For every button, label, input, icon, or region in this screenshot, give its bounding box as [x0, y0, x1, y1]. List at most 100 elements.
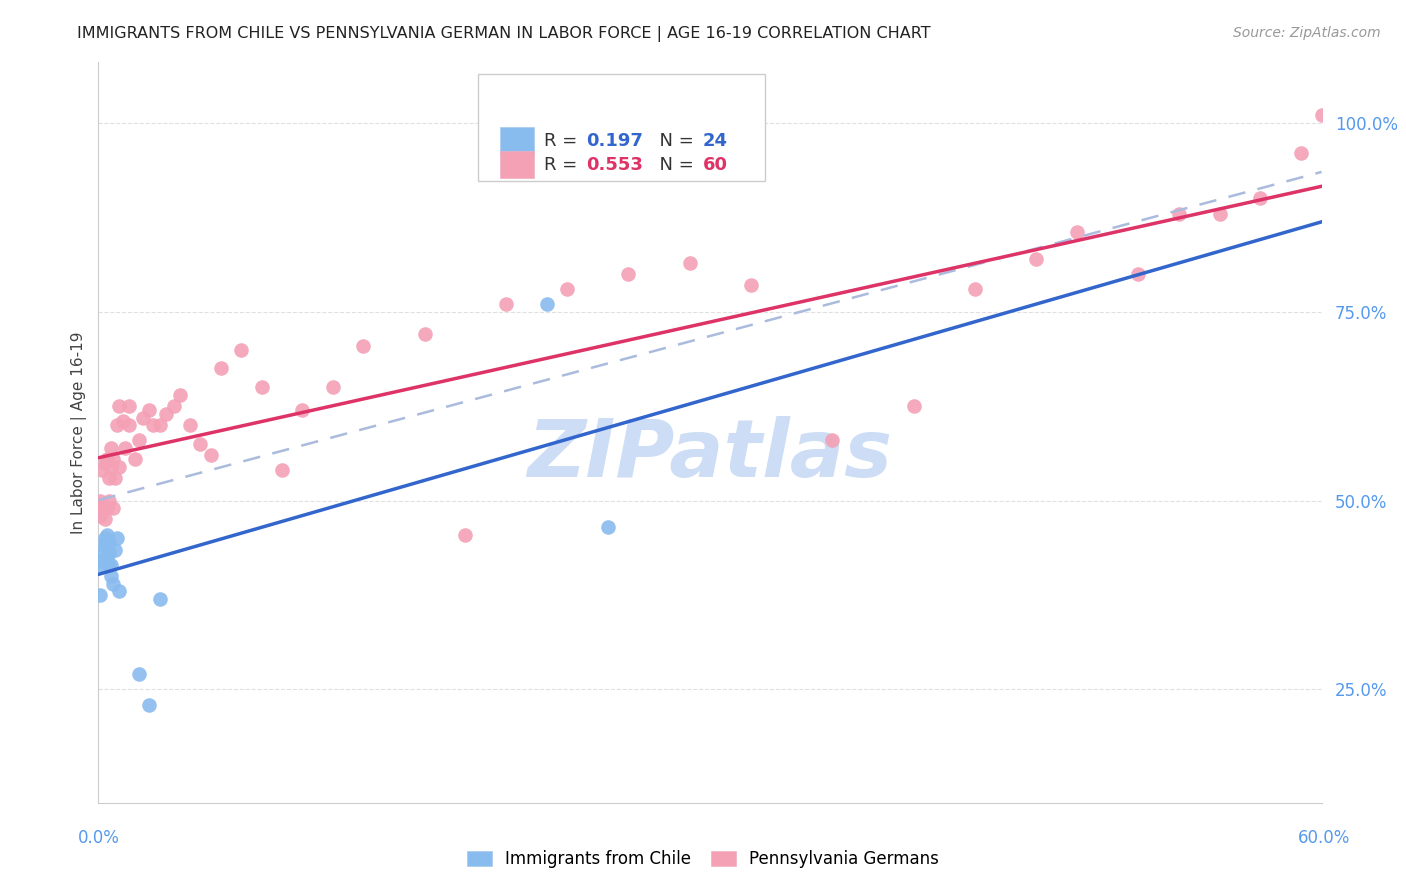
Point	[179, 418, 201, 433]
Text: 0.197: 0.197	[586, 132, 644, 150]
Point	[209, 361, 232, 376]
Text: 60: 60	[703, 156, 728, 174]
Point	[163, 399, 186, 413]
Point	[100, 569, 122, 583]
Point	[97, 493, 120, 508]
Point	[128, 433, 150, 447]
Point	[132, 410, 155, 425]
Point	[250, 380, 273, 394]
Text: N =: N =	[648, 132, 699, 150]
FancyBboxPatch shape	[499, 128, 534, 155]
FancyBboxPatch shape	[478, 73, 765, 181]
Text: Source: ZipAtlas.com: Source: ZipAtlas.com	[1233, 26, 1381, 40]
Point	[155, 407, 177, 421]
Point	[821, 433, 844, 447]
Point	[322, 380, 344, 394]
Point	[93, 532, 115, 546]
Point	[93, 501, 115, 516]
Point	[138, 403, 160, 417]
Point	[1167, 206, 1189, 220]
Point	[100, 441, 122, 455]
Point	[97, 471, 120, 485]
Point	[555, 282, 579, 296]
Text: 24: 24	[703, 132, 728, 150]
Point	[105, 418, 128, 433]
Point	[169, 388, 191, 402]
Y-axis label: In Labor Force | Age 16-19: In Labor Force | Age 16-19	[72, 331, 87, 534]
Point	[104, 542, 127, 557]
Point	[270, 463, 294, 477]
Point	[96, 539, 118, 553]
Point	[96, 501, 118, 516]
Point	[965, 282, 987, 296]
Point	[188, 437, 212, 451]
Point	[291, 403, 314, 417]
Point	[100, 558, 122, 572]
Point	[105, 532, 128, 546]
Point	[91, 554, 114, 568]
Point	[142, 418, 165, 433]
Point	[97, 558, 120, 572]
Point	[617, 267, 640, 281]
Text: 60.0%: 60.0%	[1298, 829, 1351, 847]
Point	[1291, 146, 1313, 161]
Point	[1310, 108, 1333, 122]
Point	[97, 535, 120, 549]
Point	[108, 584, 131, 599]
Point	[128, 667, 150, 681]
Point	[108, 459, 131, 474]
Point	[124, 452, 146, 467]
Point	[200, 448, 222, 462]
Text: R =: R =	[544, 156, 582, 174]
Point	[89, 558, 111, 572]
Text: 0.0%: 0.0%	[77, 829, 120, 847]
Point	[111, 414, 134, 428]
Text: 0.553: 0.553	[586, 156, 644, 174]
Point	[91, 501, 114, 516]
Point	[536, 297, 558, 311]
Point	[96, 527, 118, 541]
Point	[231, 343, 253, 357]
Point	[91, 463, 114, 477]
Point	[101, 576, 124, 591]
Point	[101, 501, 124, 516]
Point	[149, 418, 172, 433]
Point	[740, 278, 762, 293]
Point	[89, 493, 111, 508]
Point	[454, 527, 477, 541]
Text: IMMIGRANTS FROM CHILE VS PENNSYLVANIA GERMAN IN LABOR FORCE | AGE 16-19 CORRELAT: IMMIGRANTS FROM CHILE VS PENNSYLVANIA GE…	[77, 26, 931, 42]
Point	[93, 535, 115, 549]
Point	[93, 539, 115, 553]
Point	[100, 459, 122, 474]
Point	[1128, 267, 1150, 281]
Point	[149, 591, 172, 606]
Point	[93, 456, 115, 470]
Point	[352, 339, 374, 353]
Legend: Immigrants from Chile, Pennsylvania Germans: Immigrants from Chile, Pennsylvania Germ…	[460, 844, 946, 875]
FancyBboxPatch shape	[499, 151, 534, 178]
Point	[903, 399, 925, 413]
Text: N =: N =	[648, 156, 699, 174]
Point	[138, 698, 160, 712]
Point	[101, 452, 124, 467]
Point	[118, 418, 141, 433]
Point	[89, 508, 111, 523]
Point	[93, 512, 115, 526]
Point	[1066, 226, 1088, 240]
Point	[495, 297, 517, 311]
Point	[108, 399, 131, 413]
Point	[413, 327, 436, 342]
Point	[96, 550, 118, 565]
Point	[91, 547, 114, 561]
Point	[97, 547, 120, 561]
Point	[1209, 206, 1232, 220]
Point	[598, 520, 620, 534]
Text: R =: R =	[544, 132, 582, 150]
Point	[1249, 191, 1271, 205]
Point	[114, 441, 136, 455]
Text: ZIPatlas: ZIPatlas	[527, 416, 893, 494]
Point	[679, 255, 702, 269]
Point	[104, 471, 127, 485]
Point	[96, 452, 118, 467]
Point	[89, 588, 111, 602]
